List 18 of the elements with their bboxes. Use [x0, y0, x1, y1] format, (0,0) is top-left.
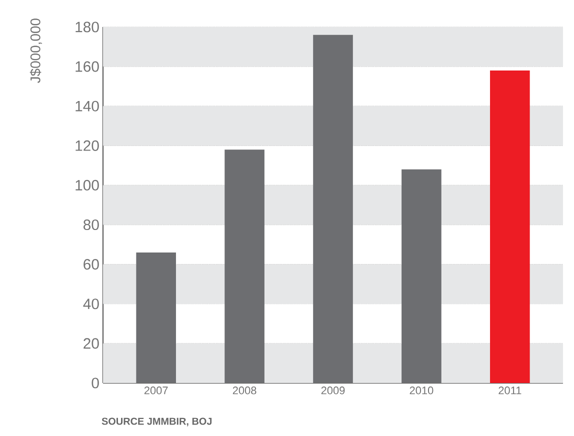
- x-tick-label: 2007: [144, 386, 168, 394]
- y-tick-label: 180: [76, 22, 99, 32]
- bar: [490, 70, 530, 383]
- source-note: SOURCE JMMBIR, BOJ: [102, 418, 212, 426]
- y-tick-label: 60: [84, 259, 99, 270]
- x-tick-label: 2008: [232, 386, 256, 394]
- y-tick-label: 100: [76, 180, 99, 191]
- y-tick-label: 140: [76, 100, 99, 112]
- x-tick-label: 2010: [410, 386, 434, 394]
- y-tick-label: 40: [83, 298, 99, 310]
- x-tick-label: 2011: [498, 386, 522, 394]
- y-axis-title: J$000,000: [30, 18, 42, 83]
- y-tick-label: 160: [76, 61, 99, 72]
- y-tick-label: 80: [84, 219, 99, 230]
- y-tick-label: 0: [92, 378, 99, 388]
- y-tick-label: 20: [84, 338, 99, 349]
- y-tick-label: 120: [76, 140, 99, 151]
- x-tick-label: 2009: [321, 386, 345, 394]
